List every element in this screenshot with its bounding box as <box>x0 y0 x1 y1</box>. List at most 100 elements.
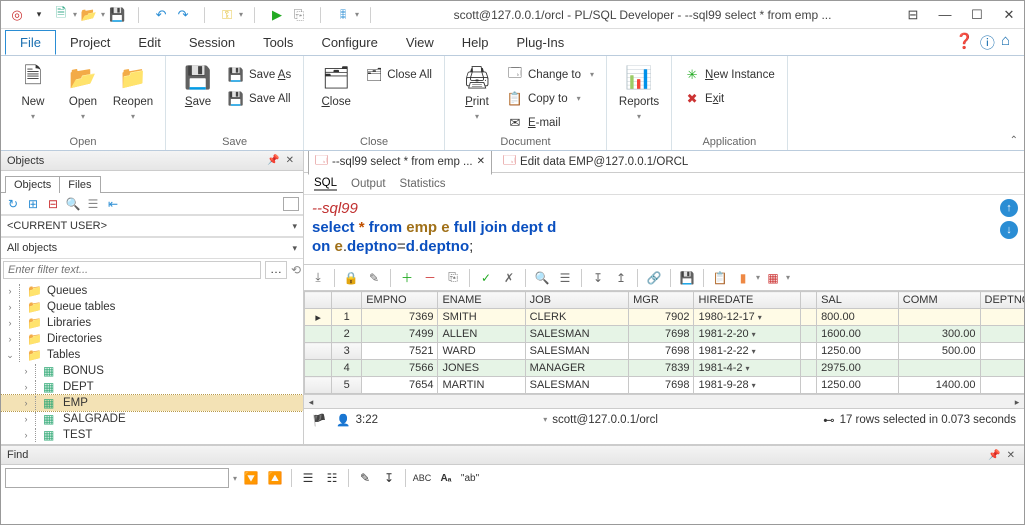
settings-icon[interactable]: 𝄝 <box>333 5 353 25</box>
tree-node-libraries[interactable]: ›📁Libraries <box>1 315 303 331</box>
find-grid-icon[interactable]: 🔍 <box>532 268 552 288</box>
delete-row-icon[interactable]: － <box>420 268 440 288</box>
horizontal-scrollbar[interactable]: ◂ ▸ <box>304 394 1024 408</box>
undo-icon[interactable]: ↶ <box>151 5 171 25</box>
exit-button[interactable]: ✖Exit <box>682 88 777 109</box>
table-row[interactable]: 27499ALLENSALESMAN76981981-2-20▾1600.003… <box>305 326 1025 343</box>
copy-grid-icon[interactable]: 📋 <box>710 268 730 288</box>
scroll-right-icon[interactable]: ▸ <box>1010 395 1024 409</box>
current-user-dropdown[interactable]: <CURRENT USER> ▾ <box>1 215 303 237</box>
close-icon[interactable]: ✕ <box>1000 7 1018 23</box>
menu-view[interactable]: View <box>392 31 448 54</box>
close-all-button[interactable]: 🗂Close All <box>364 64 434 85</box>
table-row[interactable]: ▸17369SMITHCLERK79021980-12-17▾800.00 <box>305 309 1025 326</box>
sql-editor[interactable]: --sql99 select * from emp e full join de… <box>304 195 1024 265</box>
find-input[interactable] <box>5 468 229 488</box>
key-icon[interactable]: ⚿ <box>217 5 237 25</box>
filter-icon[interactable]: ☰ <box>85 197 101 211</box>
new-icon[interactable]: 🗎 <box>51 5 71 25</box>
bookmark-icon[interactable]: 🏴 <box>312 413 326 427</box>
pin-icon[interactable]: 📌 <box>264 155 282 166</box>
table-row[interactable]: 47566JONESMANAGER78391981-4-2▾2975.00202… <box>305 360 1025 377</box>
refresh-icon[interactable]: ↻ <box>5 197 21 211</box>
find-word-icon[interactable]: "ab" <box>460 468 480 488</box>
export-icon[interactable]: 💾 <box>677 268 697 288</box>
save-all-button[interactable]: 💾Save All <box>226 88 293 109</box>
scroll-left-icon[interactable]: ◂ <box>304 395 318 409</box>
menu-configure[interactable]: Configure <box>307 31 391 54</box>
col-header[interactable]: SAL <box>817 292 899 309</box>
find-next-icon[interactable]: 🔽 <box>241 468 261 488</box>
col-header[interactable] <box>332 292 362 309</box>
toolbar-box[interactable] <box>283 197 299 211</box>
reports-button[interactable]: 📊 Reports ▾ <box>617 60 661 134</box>
tree-node-directories[interactable]: ›📁Directories <box>1 331 303 347</box>
pin-icon[interactable]: 📌 <box>985 450 1003 461</box>
new-button[interactable]: 🗎 New ▾ <box>11 60 55 134</box>
find-list-icon[interactable]: ☰ <box>298 468 318 488</box>
doc-tab-sql99[interactable]: 🗔 --sql99 select * from emp ... ✕ <box>308 151 492 175</box>
collapse-icon[interactable]: ⊟ <box>45 197 61 211</box>
close-button[interactable]: 🗂 Close <box>314 60 358 134</box>
menu-help[interactable]: Help <box>448 31 503 54</box>
filter-more-button[interactable]: … <box>265 261 287 279</box>
tree-node-dept[interactable]: ›▦DEPT <box>1 379 303 395</box>
link-icon[interactable]: 🔗 <box>644 268 664 288</box>
lock-icon[interactable]: 🔒 <box>341 268 361 288</box>
subtab-sql[interactable]: SQL <box>314 177 337 191</box>
object-tree[interactable]: ›📁Queues›📁Queue tables›📁Libraries›📁Direc… <box>1 281 303 444</box>
menu-edit[interactable]: Edit <box>124 31 174 54</box>
col-header[interactable] <box>305 292 332 309</box>
filter-clear-icon[interactable]: ⟲ <box>291 263 301 277</box>
back-icon[interactable]: ⇤ <box>105 197 121 211</box>
tree-node-queues[interactable]: ›📁Queues <box>1 283 303 299</box>
scroll-down-icon[interactable]: ↓ <box>1000 221 1018 239</box>
col-header[interactable]: EMPNO <box>362 292 438 309</box>
find-abc-icon[interactable]: ABC <box>412 468 432 488</box>
copy-to-button[interactable]: 📋Copy to▾ <box>505 88 596 109</box>
open-button[interactable]: 📂 Open ▾ <box>61 60 105 134</box>
panel-close-icon[interactable]: ✕ <box>283 155 297 166</box>
tree-node-test[interactable]: ›▦TEST <box>1 427 303 443</box>
edit-icon[interactable]: ✎ <box>364 268 384 288</box>
save-icon[interactable]: 💾 <box>107 5 127 25</box>
find-highlight-icon[interactable]: ✎ <box>355 468 375 488</box>
col-header[interactable]: MGR <box>629 292 694 309</box>
minimize-icon[interactable]: — <box>936 7 954 22</box>
col-header[interactable]: HIREDATE <box>694 292 800 309</box>
run-icon[interactable]: ▶ <box>267 5 287 25</box>
chart-icon[interactable]: ▮ <box>733 268 753 288</box>
table-row[interactable]: 57654MARTINSALESMAN76981981-9-28▾1250.00… <box>305 377 1025 394</box>
table-row[interactable]: 37521WARDSALESMAN76981981-2-22▾1250.0050… <box>305 343 1025 360</box>
find-case-icon[interactable]: Aₐ <box>436 468 456 488</box>
tab-files[interactable]: Files <box>59 176 100 193</box>
info-icon[interactable]: ⓘ <box>980 32 995 53</box>
restore-down-icon[interactable]: ⊟ <box>904 7 922 23</box>
col-header[interactable] <box>800 292 816 309</box>
email-button[interactable]: ✉E-mail <box>505 112 596 133</box>
find-replace-icon[interactable]: ☷ <box>322 468 342 488</box>
col-header[interactable]: DEPTNO <box>980 292 1024 309</box>
open-icon[interactable]: 📂 <box>79 5 99 25</box>
tree-node-tables[interactable]: ⌄📁Tables <box>1 347 303 363</box>
db-icon[interactable]: ◎ <box>7 5 27 25</box>
menu-plugins[interactable]: Plug-Ins <box>503 31 579 54</box>
expand-icon[interactable]: ⊞ <box>25 197 41 211</box>
find-prev-icon[interactable]: 🔼 <box>265 468 285 488</box>
maximize-icon[interactable]: ☐ <box>968 7 986 23</box>
tree-node-bonus[interactable]: ›▦BONUS <box>1 363 303 379</box>
fetch-icon[interactable]: ⤓ <box>308 268 328 288</box>
tree-node-queue-tables[interactable]: ›📁Queue tables <box>1 299 303 315</box>
redo-icon[interactable]: ↷ <box>173 5 193 25</box>
col-header[interactable]: ENAME <box>438 292 525 309</box>
tab-close-icon[interactable]: ✕ <box>477 156 485 167</box>
add-row-icon[interactable]: ＋ <box>397 268 417 288</box>
print-button[interactable]: 🖨 Print ▾ <box>455 60 499 134</box>
home-icon[interactable]: ⌂ <box>1001 32 1010 53</box>
tree-node-emp[interactable]: ›▦EMP <box>1 395 303 411</box>
find-icon[interactable]: 🔍 <box>65 197 81 211</box>
find-down-icon[interactable]: ↧ <box>379 468 399 488</box>
subtab-output[interactable]: Output <box>351 178 386 190</box>
pin-status-icon[interactable]: ⊷ <box>823 413 835 427</box>
post-icon[interactable]: ✓ <box>476 268 496 288</box>
